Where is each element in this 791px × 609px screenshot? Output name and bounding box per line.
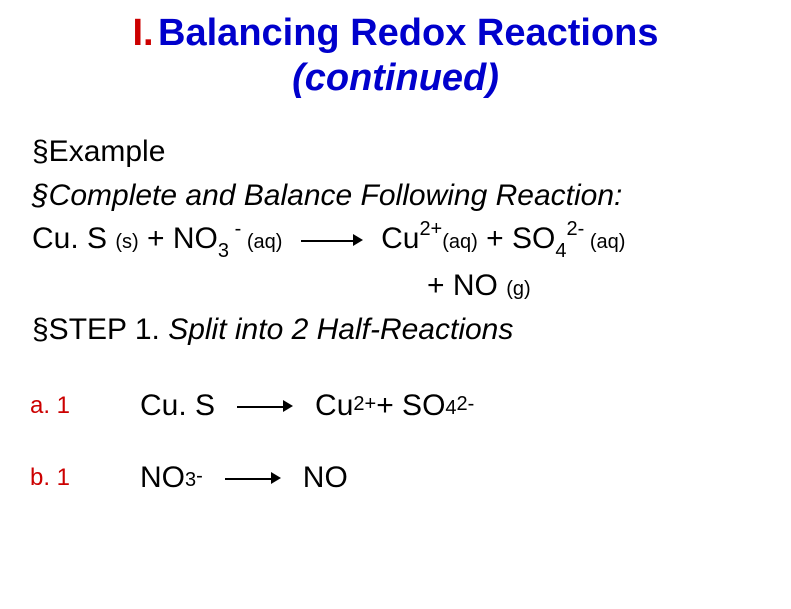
step1-prefix: §STEP 1. <box>32 313 168 346</box>
plus-2: + SO <box>478 222 556 255</box>
reaction-arrow-icon <box>301 233 363 247</box>
half-b-arrow-icon <box>225 471 281 485</box>
half-a-so4-sub: 4 <box>445 397 456 420</box>
title-subtitle: (continued) <box>30 57 761 100</box>
slide-title: I. Balancing Redox Reactions (continued) <box>30 12 761 100</box>
half-a-left: Cu. S <box>140 389 215 423</box>
half-a-label: a. 1 <box>30 392 140 420</box>
half-reaction-a: a. 1 Cu. S Cu2+ + SO42- <box>30 389 761 423</box>
half-a-arrow-icon <box>237 399 293 413</box>
half-a-so4-sup: 2- <box>457 393 475 416</box>
half-b-left: NO <box>140 461 185 495</box>
product-cu: Cu <box>381 222 419 255</box>
half-b-sub: 3 <box>185 469 196 492</box>
half-reaction-b: b. 1 NO3 - NO <box>30 461 761 495</box>
state-aq-2: (aq) <box>442 231 478 253</box>
example-heading: §Example <box>32 130 761 174</box>
so4-sub: 4 <box>555 240 566 262</box>
half-a-cu: Cu <box>315 389 353 423</box>
title-main: Balancing Redox Reactions <box>158 12 658 54</box>
step1-line: §STEP 1. Split into 2 Half-Reactions <box>32 308 761 352</box>
reaction-line-2: + NO (g) <box>32 264 761 308</box>
half-a-plus: + SO <box>376 389 445 423</box>
cu-sup: 2+ <box>419 218 442 240</box>
half-a-cu-sup: 2+ <box>353 393 376 416</box>
half-b-right: NO <box>303 461 348 495</box>
so4-sup: 2- <box>567 218 590 240</box>
plus-3: + NO <box>427 269 506 302</box>
state-aq-1: (aq) <box>247 231 283 253</box>
state-aq-3: (aq) <box>590 231 626 253</box>
state-g: (g) <box>506 278 530 300</box>
title-number: I. <box>132 12 153 54</box>
reaction-line-1: Cu. S (s) + NO3 - (aq) Cu2+(aq) + SO42- … <box>32 217 761 264</box>
no3-sup: - <box>229 218 247 240</box>
plus-1: + NO <box>139 222 218 255</box>
no3-sub: 3 <box>218 240 229 262</box>
prompt-line: §Complete and Balance Following Reaction… <box>32 174 761 218</box>
half-b-sup: - <box>196 465 203 488</box>
half-b-label: b. 1 <box>30 464 140 492</box>
state-s: (s) <box>115 231 138 253</box>
half-b-content: NO3 - NO <box>140 461 348 495</box>
reactant-cus: Cu. S <box>32 222 115 255</box>
half-a-content: Cu. S Cu2+ + SO42- <box>140 389 474 423</box>
step1-text: Split into 2 Half-Reactions <box>168 313 513 346</box>
